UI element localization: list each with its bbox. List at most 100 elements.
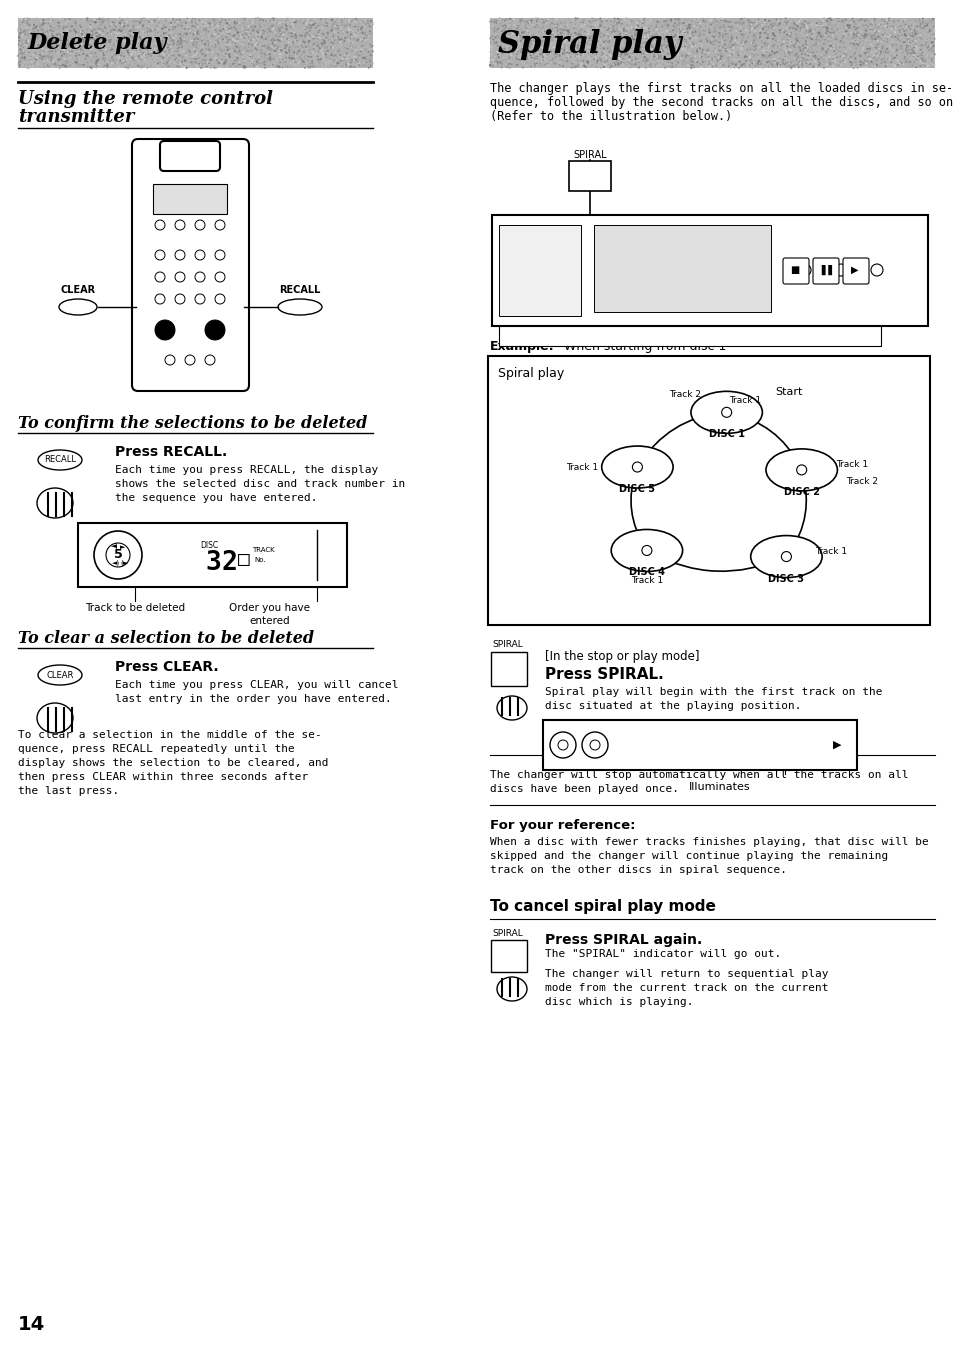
Point — [75, 53, 91, 74]
Point — [95, 16, 111, 38]
Point — [121, 11, 136, 32]
Point — [835, 50, 850, 71]
Point — [24, 24, 39, 46]
Point — [164, 43, 179, 65]
Point — [265, 40, 280, 62]
Point — [796, 32, 811, 54]
Point — [665, 43, 680, 65]
Point — [510, 18, 525, 39]
Point — [897, 22, 912, 43]
Point — [496, 28, 511, 50]
Point — [92, 26, 108, 47]
Point — [327, 7, 342, 28]
Point — [743, 11, 759, 32]
Point — [219, 51, 234, 73]
Point — [640, 18, 656, 39]
Point — [51, 42, 66, 63]
Point — [535, 31, 550, 53]
Point — [752, 39, 767, 61]
Point — [355, 54, 371, 76]
Point — [254, 23, 270, 45]
Point — [721, 42, 737, 63]
Point — [652, 32, 667, 54]
Point — [297, 51, 313, 73]
Point — [893, 16, 908, 38]
Point — [771, 39, 786, 61]
Point — [794, 40, 809, 62]
Point — [174, 12, 190, 34]
Point — [11, 50, 27, 71]
Point — [228, 32, 243, 54]
Point — [747, 51, 762, 73]
Point — [120, 23, 135, 45]
Point — [505, 8, 520, 30]
Point — [891, 22, 906, 43]
Point — [502, 50, 517, 71]
Point — [88, 22, 103, 43]
Point — [281, 50, 296, 71]
Point — [624, 19, 639, 40]
Point — [119, 26, 134, 47]
Point — [829, 35, 844, 57]
Point — [320, 50, 335, 71]
Point — [78, 45, 93, 66]
Point — [579, 53, 595, 74]
Point — [735, 12, 750, 34]
Point — [85, 47, 100, 69]
Point — [582, 49, 598, 70]
Point — [550, 43, 565, 65]
Ellipse shape — [38, 665, 82, 685]
Point — [215, 46, 231, 67]
Point — [681, 27, 697, 49]
Point — [578, 55, 593, 77]
Point — [913, 26, 928, 47]
Point — [231, 36, 246, 58]
Point — [818, 32, 833, 54]
Point — [689, 51, 704, 73]
Point — [66, 36, 81, 58]
Point — [561, 46, 577, 67]
Point — [261, 26, 276, 47]
Point — [581, 39, 597, 61]
Point — [731, 16, 746, 38]
Point — [95, 12, 111, 34]
Point — [343, 32, 358, 54]
Point — [898, 39, 913, 61]
Point — [267, 35, 282, 57]
Point — [108, 50, 123, 71]
Point — [315, 43, 331, 65]
Point — [306, 36, 321, 58]
Point — [485, 12, 500, 34]
Point — [488, 53, 503, 74]
Point — [788, 19, 803, 40]
Point — [707, 46, 722, 67]
Point — [314, 18, 330, 39]
Point — [306, 47, 321, 69]
Point — [51, 35, 67, 57]
Point — [734, 32, 749, 54]
Point — [239, 49, 254, 70]
Point — [846, 30, 862, 51]
Point — [634, 32, 649, 54]
Point — [51, 23, 66, 45]
Point — [486, 9, 501, 31]
Point — [673, 35, 688, 57]
Point — [705, 40, 720, 62]
Point — [922, 23, 937, 45]
Text: DISC: DISC — [200, 541, 218, 550]
Point — [543, 26, 558, 47]
Point — [766, 42, 781, 63]
Point — [91, 46, 107, 67]
Point — [61, 36, 76, 58]
Point — [909, 31, 924, 53]
Point — [219, 32, 234, 54]
Point — [656, 34, 671, 55]
Point — [601, 50, 617, 71]
Point — [641, 53, 657, 74]
Point — [635, 24, 650, 46]
Point — [900, 49, 915, 70]
Point — [898, 35, 913, 57]
Point — [132, 18, 148, 39]
Point — [532, 15, 547, 36]
Point — [336, 50, 352, 71]
